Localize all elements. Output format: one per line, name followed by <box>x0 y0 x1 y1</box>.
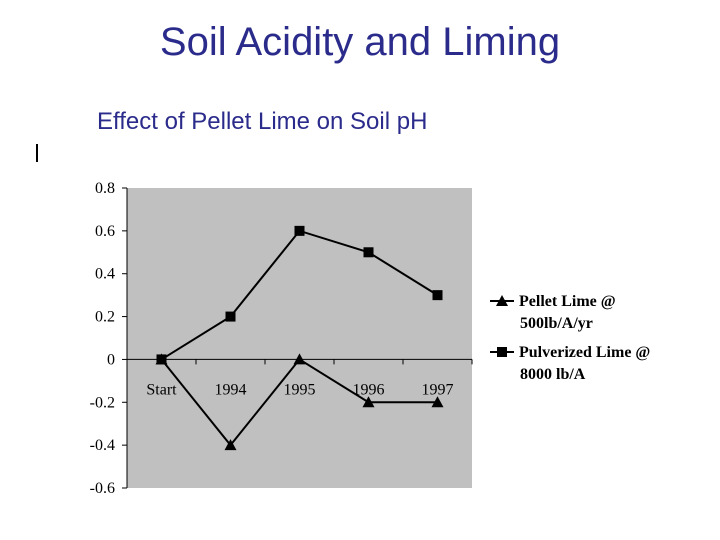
y-tick-label: -0.6 <box>90 480 115 497</box>
square-marker <box>156 354 167 365</box>
legend-label: Pellet Lime @ <box>519 293 616 310</box>
triangle-marker <box>362 396 375 408</box>
x-tick-label: 1995 <box>284 381 316 398</box>
legend-marker <box>497 347 507 357</box>
x-tick-label: Start <box>146 381 177 398</box>
y-axis: 0.8 0.6 0.4 0.2 0 -0.2 -0.4 -0.6 <box>90 180 128 497</box>
square-marker <box>225 311 236 322</box>
chart-title: Effect of Pellet Lime on Soil pH <box>97 108 428 135</box>
slide-title: Soil Acidity and Liming <box>159 20 561 64</box>
y-tick-label: 0.6 <box>95 223 115 240</box>
legend: Pellet Lime @ 500lb/A/yr Pulverized Lime @… <box>490 293 650 383</box>
series-2 <box>156 225 443 365</box>
x-tick-label: 1997 <box>422 381 454 398</box>
x-axis: Start 1994 1995 1996 1997 <box>126 358 473 398</box>
legend-label: 500lb/A/yr <box>520 315 593 332</box>
series-layer <box>155 225 444 451</box>
legend-item-1: Pellet Lime @ 500lb/A/yr <box>490 293 616 332</box>
legend-item-2: Pulverized Lime @ 8000 lb/A <box>490 344 650 383</box>
legend-marker <box>496 295 508 306</box>
legend-label: 8000 lb/A <box>520 366 586 383</box>
y-tick-label: -0.4 <box>90 437 115 454</box>
square-marker <box>363 247 374 258</box>
square-marker <box>432 290 443 301</box>
y-tick-label: 0.2 <box>95 309 115 326</box>
y-tick-label: -0.2 <box>90 394 115 411</box>
square-marker <box>294 225 305 236</box>
y-tick-label: 0 <box>107 351 115 368</box>
text-cursor-mark <box>36 144 38 162</box>
x-tick-label: 1994 <box>215 381 247 398</box>
y-tick-label: 0.8 <box>95 180 115 197</box>
legend-label: Pulverized Lime @ <box>519 344 650 361</box>
y-tick-label: 0.4 <box>95 266 115 283</box>
triangle-marker <box>293 353 306 365</box>
plot-area <box>127 188 472 488</box>
triangle-marker <box>224 439 237 451</box>
x-tick-label: 1996 <box>353 381 385 398</box>
triangle-marker <box>431 396 444 408</box>
